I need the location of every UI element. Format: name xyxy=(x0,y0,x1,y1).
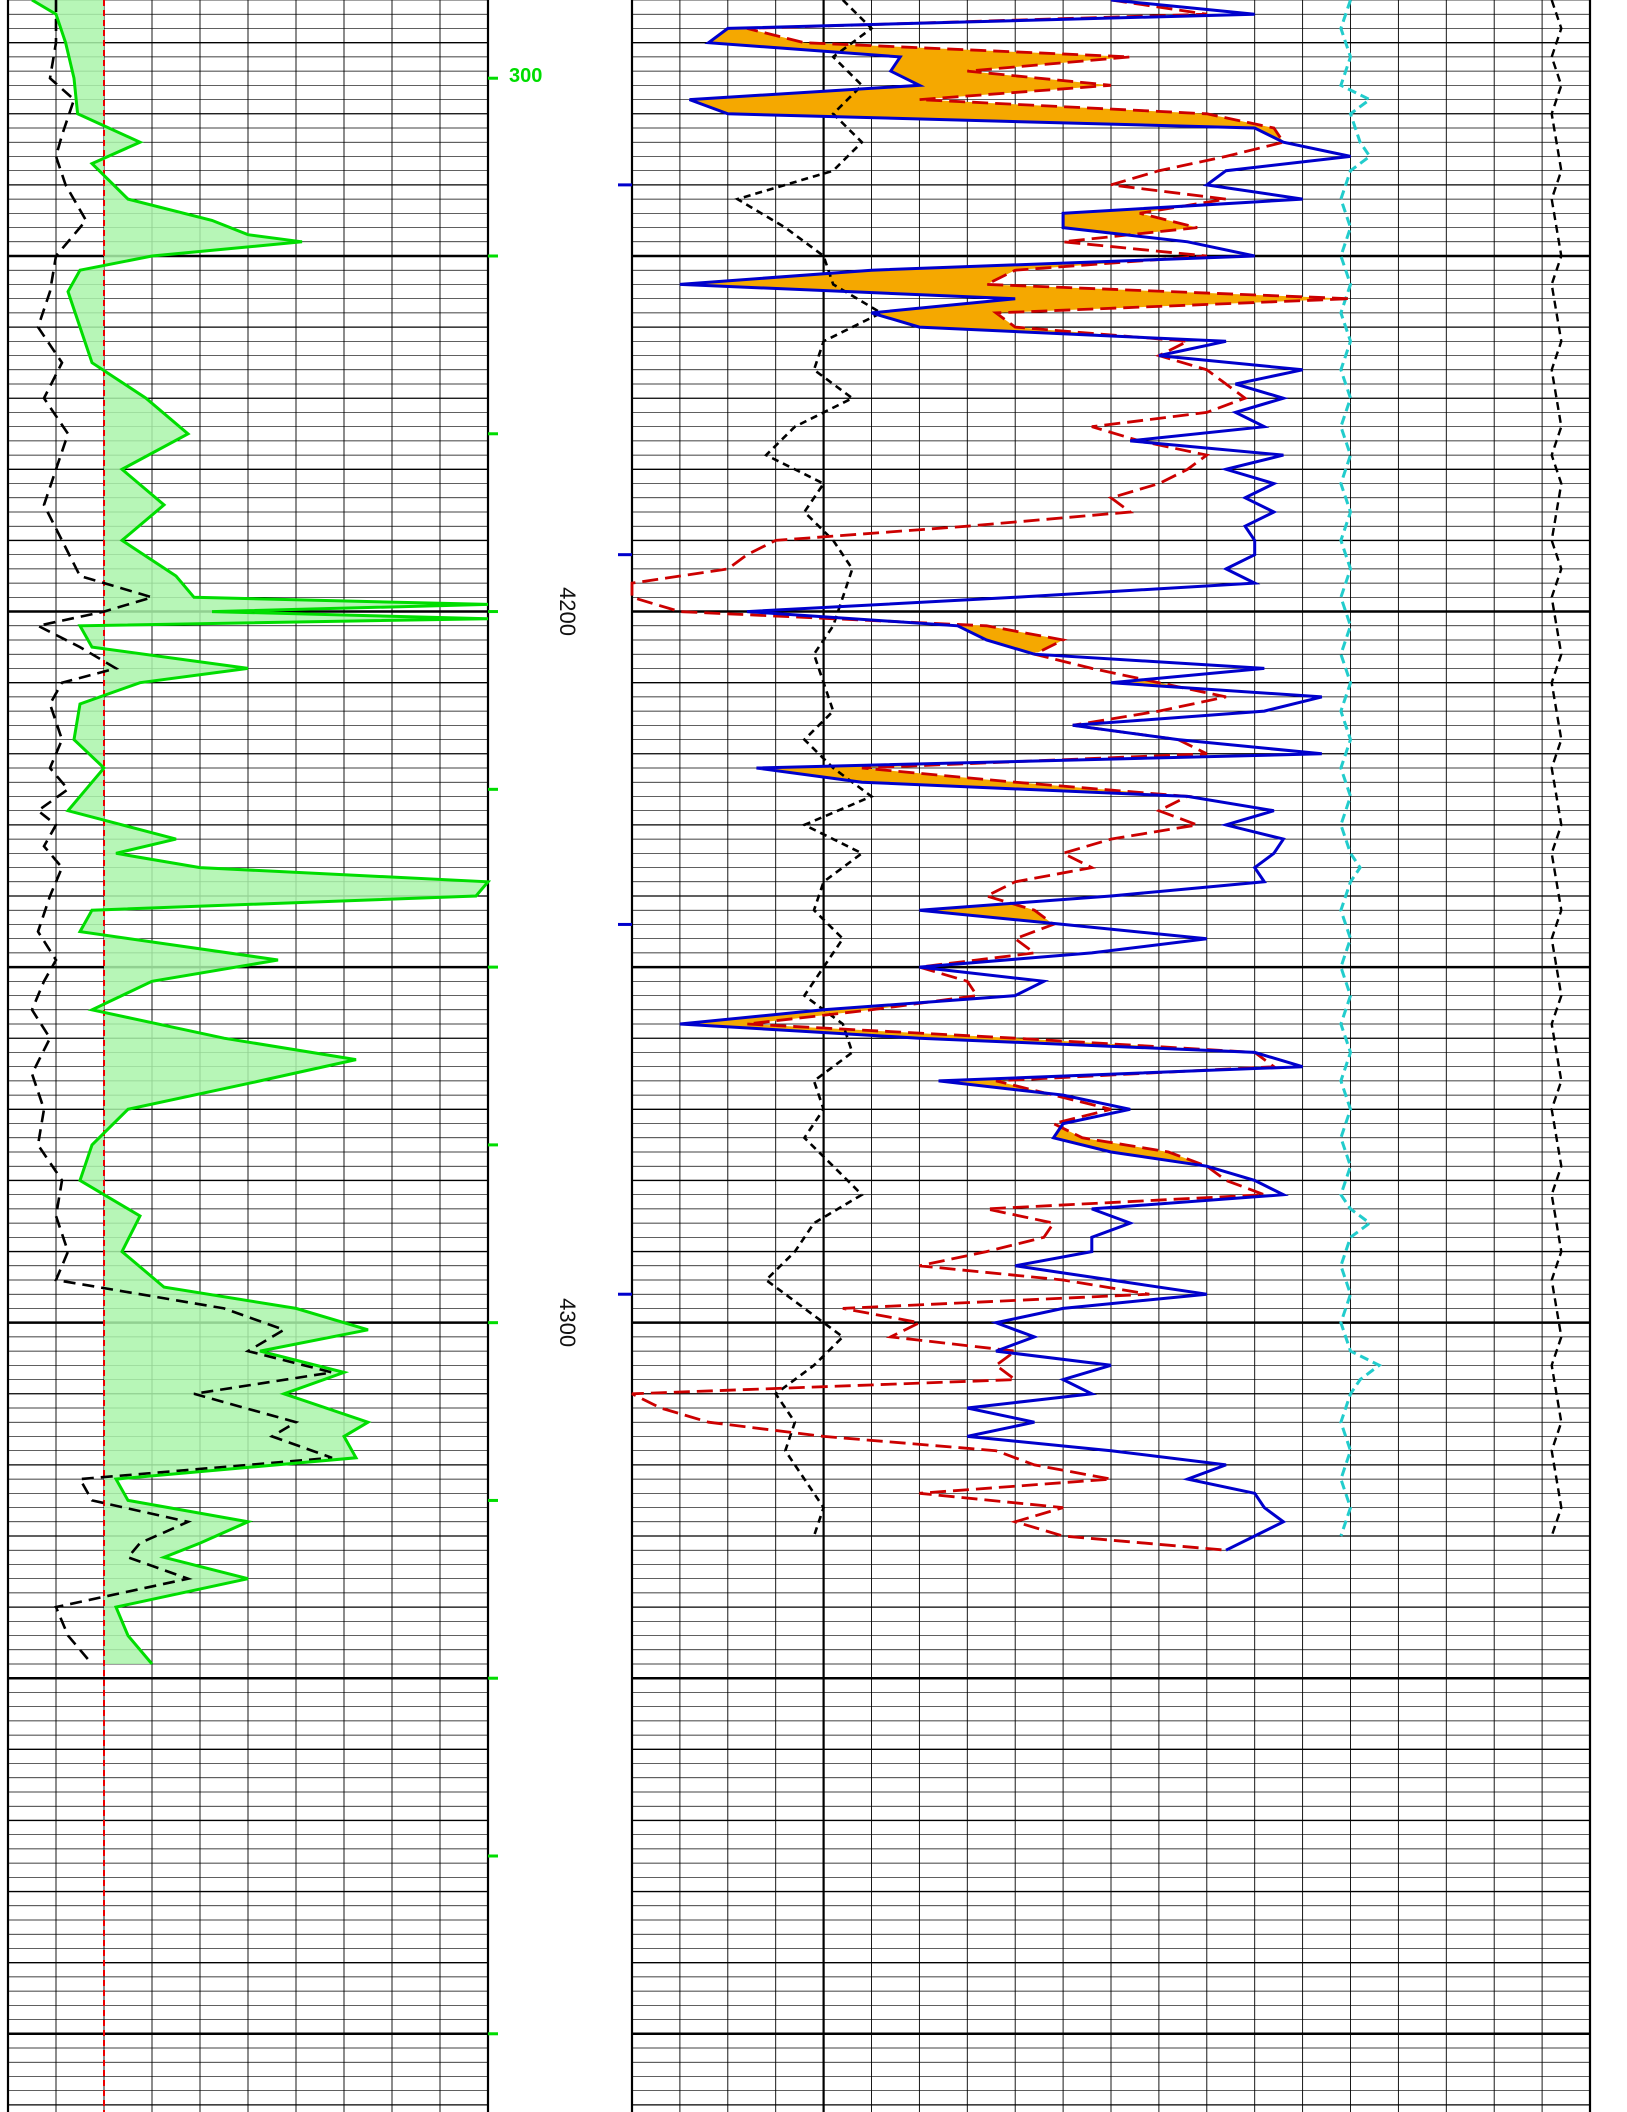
track2-dashed-right-curve xyxy=(1550,0,1563,1537)
depth-column: 4200 4300 xyxy=(488,76,632,2036)
track2-crossover-fill xyxy=(919,904,1052,923)
track1-gr-curve xyxy=(31,0,492,1665)
track2-crossover-fill xyxy=(679,1002,1225,1051)
track1-gr-fill xyxy=(32,0,488,1664)
track2-crossover-fill xyxy=(1063,208,1198,235)
track2-curves xyxy=(630,0,1563,1552)
depth-label: 4300 xyxy=(555,1298,580,1347)
track1-curves xyxy=(30,0,492,2112)
track2-grid xyxy=(630,0,1592,2112)
track2-dashed-black-curve xyxy=(734,0,884,1537)
track1-dashed-curve xyxy=(30,0,333,1665)
track1-scale-label: 300 xyxy=(509,65,542,87)
depth-label: 4200 xyxy=(555,587,580,636)
track2-shallow-curve xyxy=(630,0,1351,1552)
track2-deep-curve xyxy=(679,0,1351,1552)
